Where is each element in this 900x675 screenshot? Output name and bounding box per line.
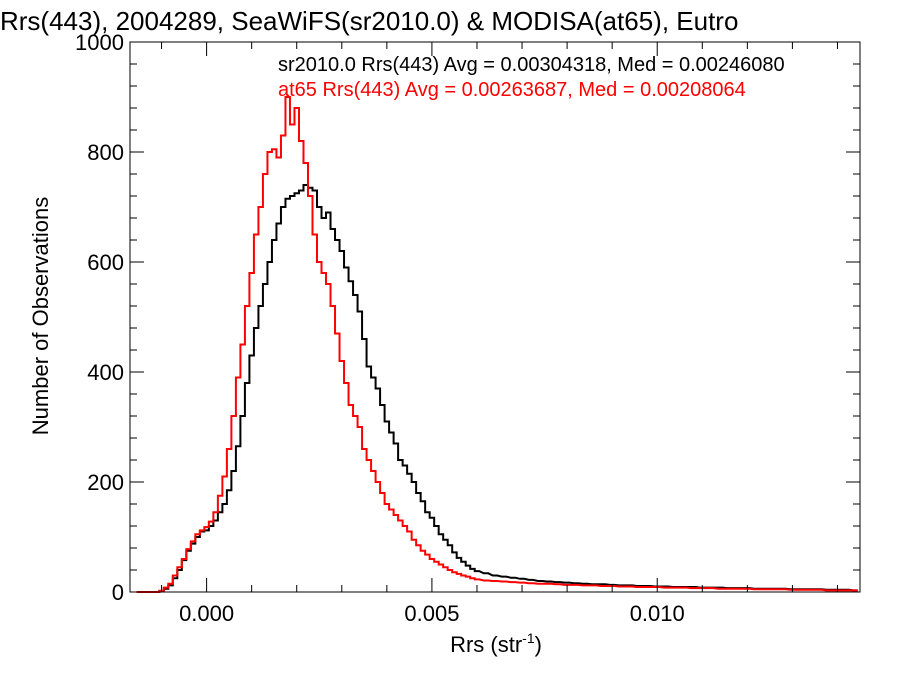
series-group bbox=[136, 96, 858, 593]
y-tick-label-4: 800 bbox=[87, 140, 124, 165]
axes: 0 200 400 600 800 1000 0.000 0.005 0.010 bbox=[75, 30, 861, 626]
x-axis-label-close: ) bbox=[535, 632, 542, 657]
x-axis-label-superscript: -1 bbox=[522, 630, 535, 646]
y-tick-label-3: 600 bbox=[87, 250, 124, 275]
y-tick-label-5: 1000 bbox=[75, 30, 124, 55]
x-axis-label: Rrs (str-1) bbox=[450, 630, 542, 657]
y-tick-label-1: 200 bbox=[87, 470, 124, 495]
x-axis-label-main: Rrs (str bbox=[450, 632, 522, 657]
y-axis-label: Number of Observations bbox=[28, 197, 53, 435]
annotation-sr2010: sr2010.0 Rrs(443) Avg = 0.00304318, Med … bbox=[278, 54, 785, 76]
y-tick-label-0: 0 bbox=[112, 580, 124, 605]
annotation-at65: at65 Rrs(443) Avg = 0.00263687, Med = 0.… bbox=[278, 79, 746, 101]
x-tick-label-0: 0.000 bbox=[179, 601, 234, 626]
y-tick-label-2: 400 bbox=[87, 360, 124, 385]
series-line-1 bbox=[136, 96, 858, 593]
chart-title: Rrs(443), 2004289, SeaWiFS(sr2010.0) & M… bbox=[0, 6, 738, 36]
x-tick-label-1: 0.005 bbox=[404, 601, 459, 626]
x-tick-label-2: 0.010 bbox=[630, 601, 685, 626]
plot-frame bbox=[129, 41, 861, 593]
